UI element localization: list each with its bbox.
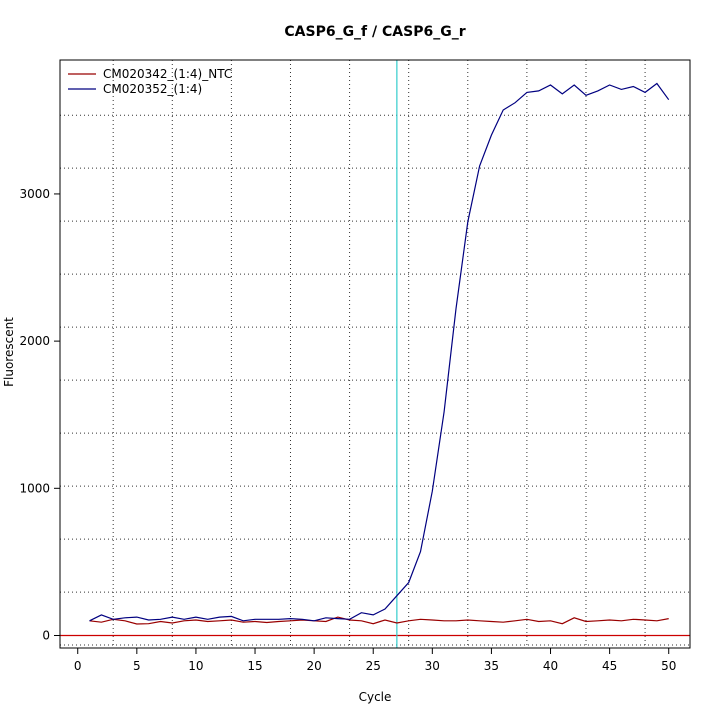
legend-label-1: CM020342_(1:4)_NTC (103, 67, 232, 81)
x-tick-label: 0 (74, 659, 82, 673)
x-tick-label: 25 (366, 659, 381, 673)
chart-title: CASP6_G_f / CASP6_G_r (284, 24, 465, 40)
x-tick-label: 20 (306, 659, 321, 673)
x-tick-label: 30 (425, 659, 440, 673)
data-series (89, 82, 670, 625)
y-tick-label: 2000 (19, 334, 50, 348)
x-tick-label: 5 (133, 659, 141, 673)
y-axis-label: Fluorescent (2, 317, 16, 387)
x-tick-label: 40 (543, 659, 558, 673)
x-tick-label: 10 (188, 659, 203, 673)
plot-frame (59, 59, 691, 649)
y-tick-label: 1000 (19, 481, 50, 495)
x-tick-label: 15 (247, 659, 262, 673)
x-tick-label: 35 (484, 659, 499, 673)
reference-lines (60, 60, 690, 648)
y-tick-label: 0 (42, 628, 50, 642)
x-tick-label: 45 (602, 659, 617, 673)
series-line-2 (89, 82, 670, 622)
legend-label-2: CM020352_(1:4) (103, 82, 202, 96)
grid-lines (60, 60, 690, 648)
x-axis-label: Cycle (359, 690, 392, 704)
y-tick-label: 3000 (19, 187, 50, 201)
x-tick-label: 50 (661, 659, 676, 673)
series-line-1 (89, 616, 669, 625)
axes: 0 5 10 15 20 25 30 35 40 45 50 0 1000 2000 3000 (19, 187, 676, 673)
